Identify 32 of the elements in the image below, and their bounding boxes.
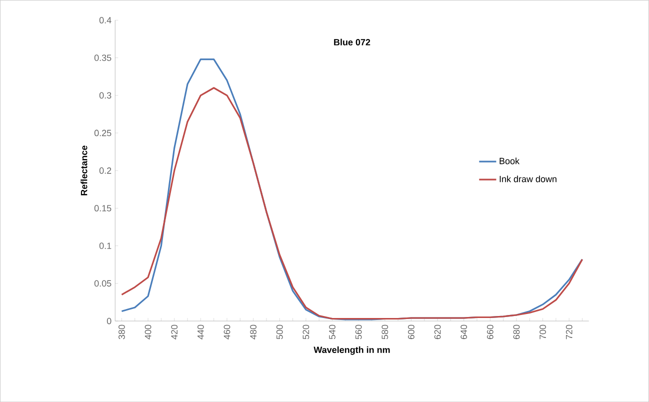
x-tick-label: 440 <box>197 324 204 340</box>
text: Blue 072 <box>334 38 370 46</box>
x-tick-label: 480 <box>250 324 256 340</box>
y-tick-label: 0.2 <box>99 167 112 174</box>
y-tick-label: 0.1 <box>99 242 112 249</box>
legend-label: Book <box>500 158 520 164</box>
x-tick-label: 560 <box>355 324 362 340</box>
y-axis-title: Reflectance <box>80 146 88 196</box>
y-tick-label: 0.05 <box>94 280 112 287</box>
legend-label: Ink draw down <box>500 176 556 182</box>
y-tick-label: 0.4 <box>99 16 112 24</box>
y-tick-label: 0.35 <box>94 54 112 61</box>
x-tick-label: 420 <box>171 324 178 340</box>
x-axis-title: Wavelength in nm <box>314 346 390 355</box>
x-tick-label: 500 <box>276 324 283 340</box>
x-tick-label: 540 <box>329 324 336 340</box>
y-tick-label: 0.3 <box>99 92 112 99</box>
x-tick-label: 380 <box>118 324 125 340</box>
y-tick-label: 0 <box>106 318 112 324</box>
x-tick-label: 680 <box>513 324 520 340</box>
x-tick-label: 620 <box>434 324 441 340</box>
x-tick-label: 400 <box>144 324 152 340</box>
y-tick-label: 0.15 <box>94 204 112 212</box>
x-tick-label: 460 <box>224 324 230 340</box>
x-tick-label: 600 <box>408 324 414 340</box>
x-tick-label: 580 <box>382 324 388 340</box>
y-tick-label: 0.25 <box>94 130 112 136</box>
x-tick-label: 660 <box>486 324 494 340</box>
x-tick-label: 700 <box>540 324 546 340</box>
x-tick-label: 520 <box>302 324 310 340</box>
x-tick-label: 640 <box>460 324 468 340</box>
x-tick-label: 720 <box>566 324 572 340</box>
